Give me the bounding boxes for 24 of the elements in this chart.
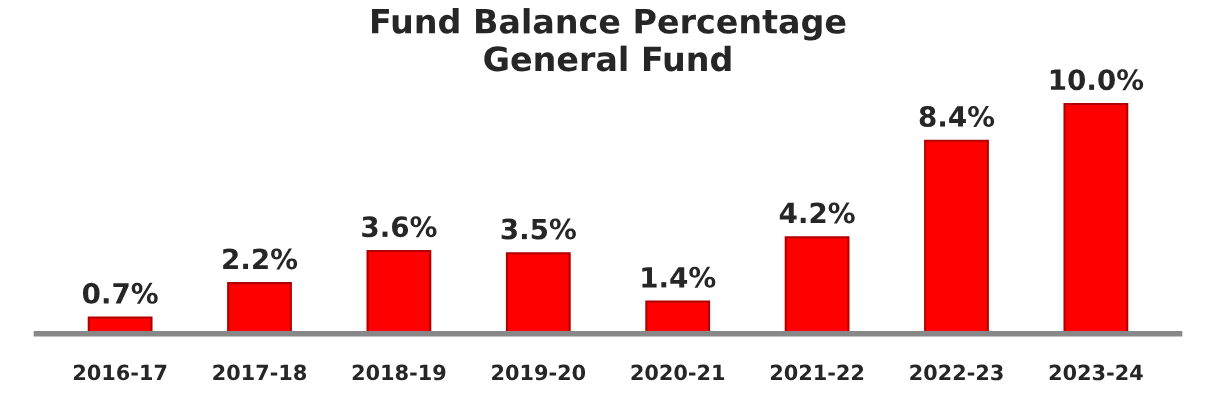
x-tick-label: 2019-20	[492, 364, 586, 381]
x-tick-label: 2023-24	[1049, 364, 1143, 381]
bar	[784, 236, 850, 334]
bar	[645, 300, 711, 334]
x-tick-label: 2018-19	[352, 364, 446, 381]
data-label: 3.5%	[501, 218, 576, 240]
x-tick-label: 2020-21	[631, 364, 725, 381]
data-label: 4.2%	[779, 202, 855, 224]
bar	[1063, 102, 1129, 334]
chart-title: Fund Balance Percentage General Fund	[372, 8, 846, 72]
data-label: 1.4%	[642, 266, 716, 288]
bar	[924, 139, 989, 334]
x-tick-label: 2016-17	[73, 364, 167, 381]
bar	[227, 282, 292, 334]
x-tick-label: 2021-22	[770, 364, 864, 381]
data-label: 10.0%	[1050, 69, 1144, 91]
data-label: 0.7%	[82, 282, 158, 304]
bar	[505, 252, 571, 334]
x-tick-label: 2022-23	[910, 364, 1003, 381]
data-label: 8.4%	[919, 105, 995, 127]
bar	[366, 249, 432, 334]
data-label: 3.6%	[362, 216, 437, 238]
x-tick-label: 2017-18	[213, 364, 307, 381]
data-label: 2.2%	[223, 248, 298, 270]
